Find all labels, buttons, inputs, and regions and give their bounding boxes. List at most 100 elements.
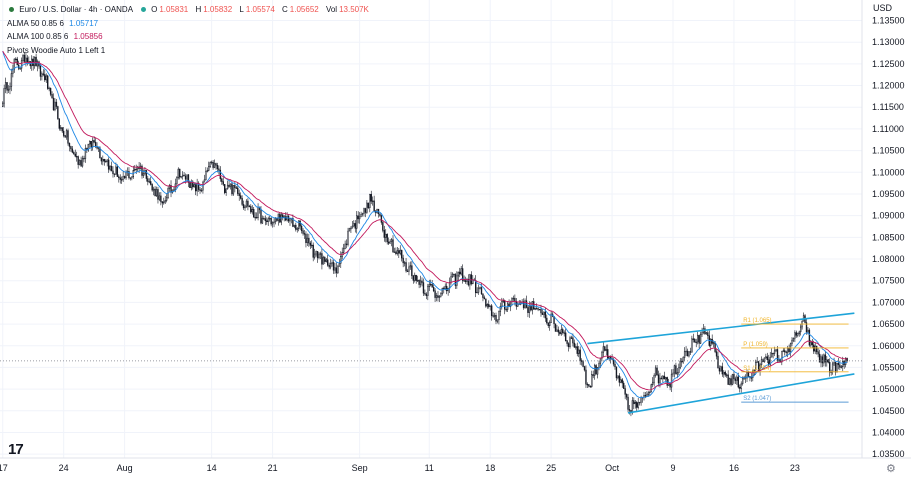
candle-body [401,249,403,259]
candle-up [12,64,14,78]
candle-body [596,367,599,375]
gear-icon[interactable]: ⚙ [886,463,896,475]
candle-body [495,315,497,322]
candle-down [607,344,609,361]
candle-body [3,88,5,104]
candle-up [569,335,571,349]
candle-up [20,57,23,72]
candle-body [463,280,465,282]
candle-down [49,87,52,97]
candle-body [129,177,132,179]
candle-body [675,365,677,375]
candle-up [549,320,551,331]
candle-body [251,209,253,213]
candle-body [399,249,401,254]
candle-up [329,258,332,270]
candle-down [215,162,217,170]
candle-body [332,262,335,271]
candle-down [621,378,623,388]
candle-body [547,322,549,326]
candle-up [176,176,178,189]
candle-body [67,130,69,144]
legend-alma50-row[interactable]: ALMA 50 0.85 6 1.05717 [7,17,374,31]
symbol-title: Euro / U.S. Dollar · 4h · OANDA [19,5,133,14]
candle-down [567,342,570,352]
candle-body [535,308,538,310]
candle-down [406,268,409,272]
candle-down [238,189,240,201]
legend-pivots-row[interactable]: Pivots Woodie Auto 1 Left 1 [7,44,374,58]
candle-up [245,199,248,208]
candle-body [781,351,783,363]
candle-down [656,365,658,376]
candle-up [177,167,179,180]
candle-up [403,260,406,267]
candle-up [469,273,471,290]
candle-body [593,365,596,376]
candle-up [543,311,545,318]
candle-down [592,370,594,379]
candle-down [505,307,507,312]
candle-body [416,279,419,282]
legend-alma100-row[interactable]: ALMA 100 0.85 6 1.05856 [7,30,374,44]
candle-down [70,145,72,152]
candle-body [357,215,359,220]
candle-up [173,186,175,192]
candle-body [115,166,117,175]
candle-up [498,310,500,325]
candle-body [165,197,168,201]
candle-up [496,319,499,324]
legend-symbol-row[interactable]: Euro / U.S. Dollar · 4h · OANDA O 1.05831… [7,3,374,17]
candle-down [387,237,390,246]
candle-down [615,366,618,381]
candle-down [445,283,448,295]
candle-down [6,81,8,94]
candle-body [261,217,264,224]
tradingview-logo[interactable]: 17 [8,441,24,458]
candle-body [39,65,42,77]
candle-body [55,101,58,107]
candle-up [13,58,16,73]
candle-body [23,55,26,62]
candle-body [284,216,287,221]
candle-body [601,351,603,359]
candle-up [591,370,593,388]
candle-body [232,185,235,195]
candle-up [341,247,343,260]
candle-body [459,271,461,275]
candle-body [345,243,348,246]
candle-up [782,347,784,353]
time-axis: 17 24 Aug 14 21 Sep 11 18 25 Oct 9 16 23 [0,463,800,473]
candle-up [531,301,533,315]
candle-down [47,74,49,90]
candle-down [55,99,58,110]
candle-body [540,309,542,314]
candle-down [392,235,394,253]
candle-body [785,351,787,353]
candle-down [834,361,837,376]
candle-body [628,409,631,411]
candle-body [199,189,201,191]
candle-down [335,262,338,278]
currency-label[interactable]: USD [873,3,893,13]
candle-down [527,304,529,318]
candle-body [665,377,667,380]
candle-down [239,192,242,200]
candle-up [331,259,333,267]
price-tick-label: 1.10500 [872,146,905,156]
candle-body [383,230,385,238]
candle-up [740,381,742,393]
candle-body [112,170,114,174]
candle-up [683,347,686,362]
candle-body [158,195,161,200]
candle-body [588,384,590,387]
candle-body [353,223,355,227]
candle-body [267,218,269,223]
candle-down [541,309,544,315]
candle-down [216,162,219,173]
candle-body [45,75,47,81]
candle-body [322,257,325,265]
candle-up [134,165,136,172]
candle-down [105,159,107,163]
